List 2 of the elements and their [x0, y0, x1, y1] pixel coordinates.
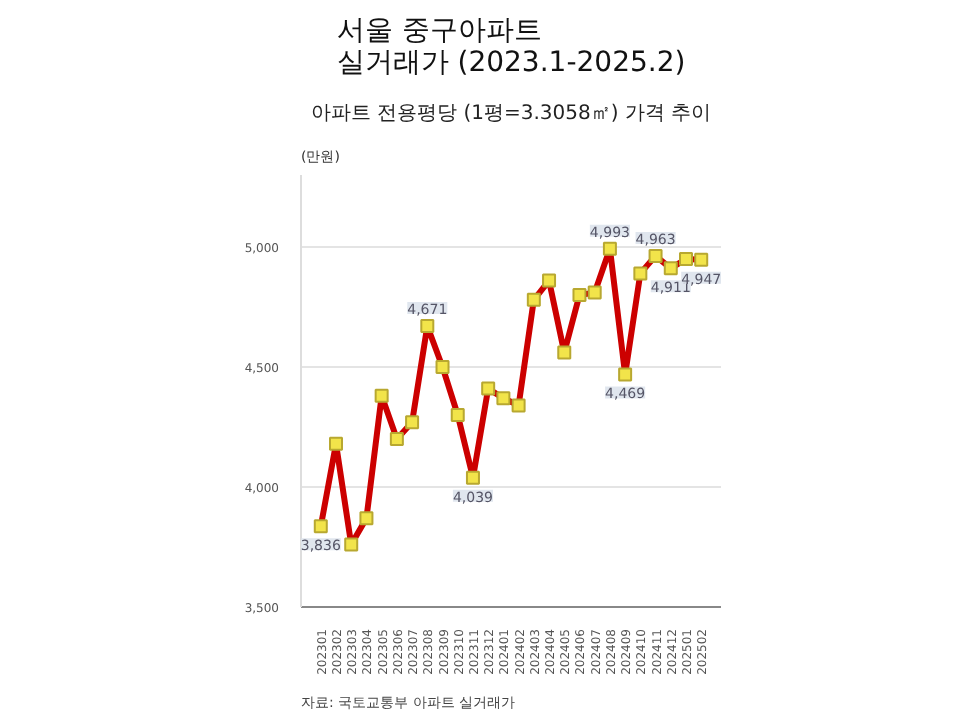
chart-title: 서울 중구아파트 실거래가 (2023.1-2025.2) [336, 15, 686, 79]
chart-subtitle: 아파트 전용평당 (1평=3.3058㎡) 가격 추이 [310, 103, 712, 125]
